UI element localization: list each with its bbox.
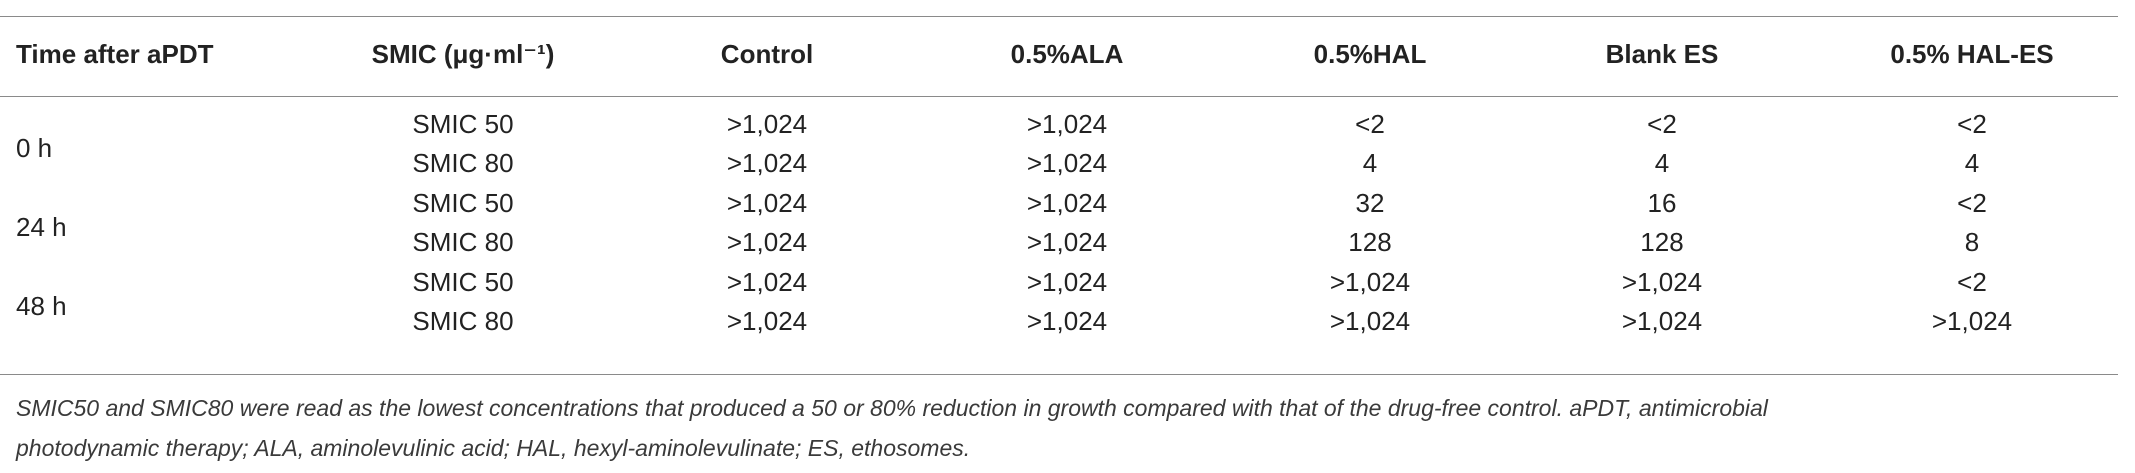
cell-ala: >1,024 [1026,148,1108,178]
header-smic: SMIC (μg·ml⁻¹) [371,39,555,69]
header-hal: 0.5%HAL [1313,39,1427,69]
table-header-row: Time after aPDT SMIC (μg·ml⁻¹) Control 0… [0,16,2118,96]
cell-smic: SMIC 50 [412,188,514,218]
cell-hal: >1,024 [1329,267,1411,297]
header-blank-es: Blank ES [1605,39,1719,69]
cell-hal-es: 4 [1964,148,1980,178]
time-label-48h: 48 h [16,291,67,321]
cell-control: >1,024 [726,148,808,178]
cell-ala: >1,024 [1026,188,1108,218]
cell-blank-es: 128 [1640,227,1684,257]
cell-ala: >1,024 [1026,227,1108,257]
cell-ala: >1,024 [1026,306,1108,336]
cell-control: >1,024 [726,188,808,218]
time-label-0h: 0 h [16,133,53,163]
cell-blank-es: 16 [1647,188,1677,218]
cell-smic: SMIC 80 [412,227,514,257]
table-footnote: SMIC50 and SMIC80 were read as the lowes… [16,388,2106,468]
cell-hal: <2 [1355,109,1385,139]
footnote-line-1: SMIC50 and SMIC80 were read as the lowes… [16,395,1768,421]
cell-hal-es: <2 [1957,267,1987,297]
cell-hal: 4 [1362,148,1378,178]
cell-control: >1,024 [726,306,808,336]
header-ala: 0.5%ALA [1010,39,1124,69]
cell-smic: SMIC 80 [412,148,514,178]
footnote-line-2: photodynamic therapy; ALA, aminolevulini… [16,435,971,461]
header-control: Control [720,39,814,69]
time-label-24h: 24 h [16,212,67,242]
cell-hal-es: <2 [1957,109,1987,139]
cell-control: >1,024 [726,227,808,257]
table-bottom-rule [0,374,2118,375]
cell-hal: >1,024 [1329,306,1411,336]
header-hal-es: 0.5% HAL-ES [1890,39,2054,69]
cell-blank-es: >1,024 [1621,267,1703,297]
cell-hal-es: 8 [1964,227,1980,257]
cell-blank-es: 4 [1654,148,1670,178]
cell-blank-es: <2 [1647,109,1677,139]
cell-smic: SMIC 80 [412,306,514,336]
cell-hal-es: >1,024 [1931,306,2013,336]
table-top-rule [0,16,2118,17]
header-time-after-apdt: Time after aPDT [16,39,214,69]
cell-hal-es: <2 [1957,188,1987,218]
cell-blank-es: >1,024 [1621,306,1703,336]
table-header-rule [0,96,2118,97]
cell-ala: >1,024 [1026,267,1108,297]
cell-ala: >1,024 [1026,109,1108,139]
cell-hal: 32 [1355,188,1385,218]
cell-control: >1,024 [726,109,808,139]
cell-smic: SMIC 50 [412,109,514,139]
table-body: 0 h SMIC 50 >1,024 >1,024 <2 <2 <2 SMIC … [0,96,2118,374]
cell-smic: SMIC 50 [412,267,514,297]
cell-control: >1,024 [726,267,808,297]
cell-hal: 128 [1348,227,1392,257]
